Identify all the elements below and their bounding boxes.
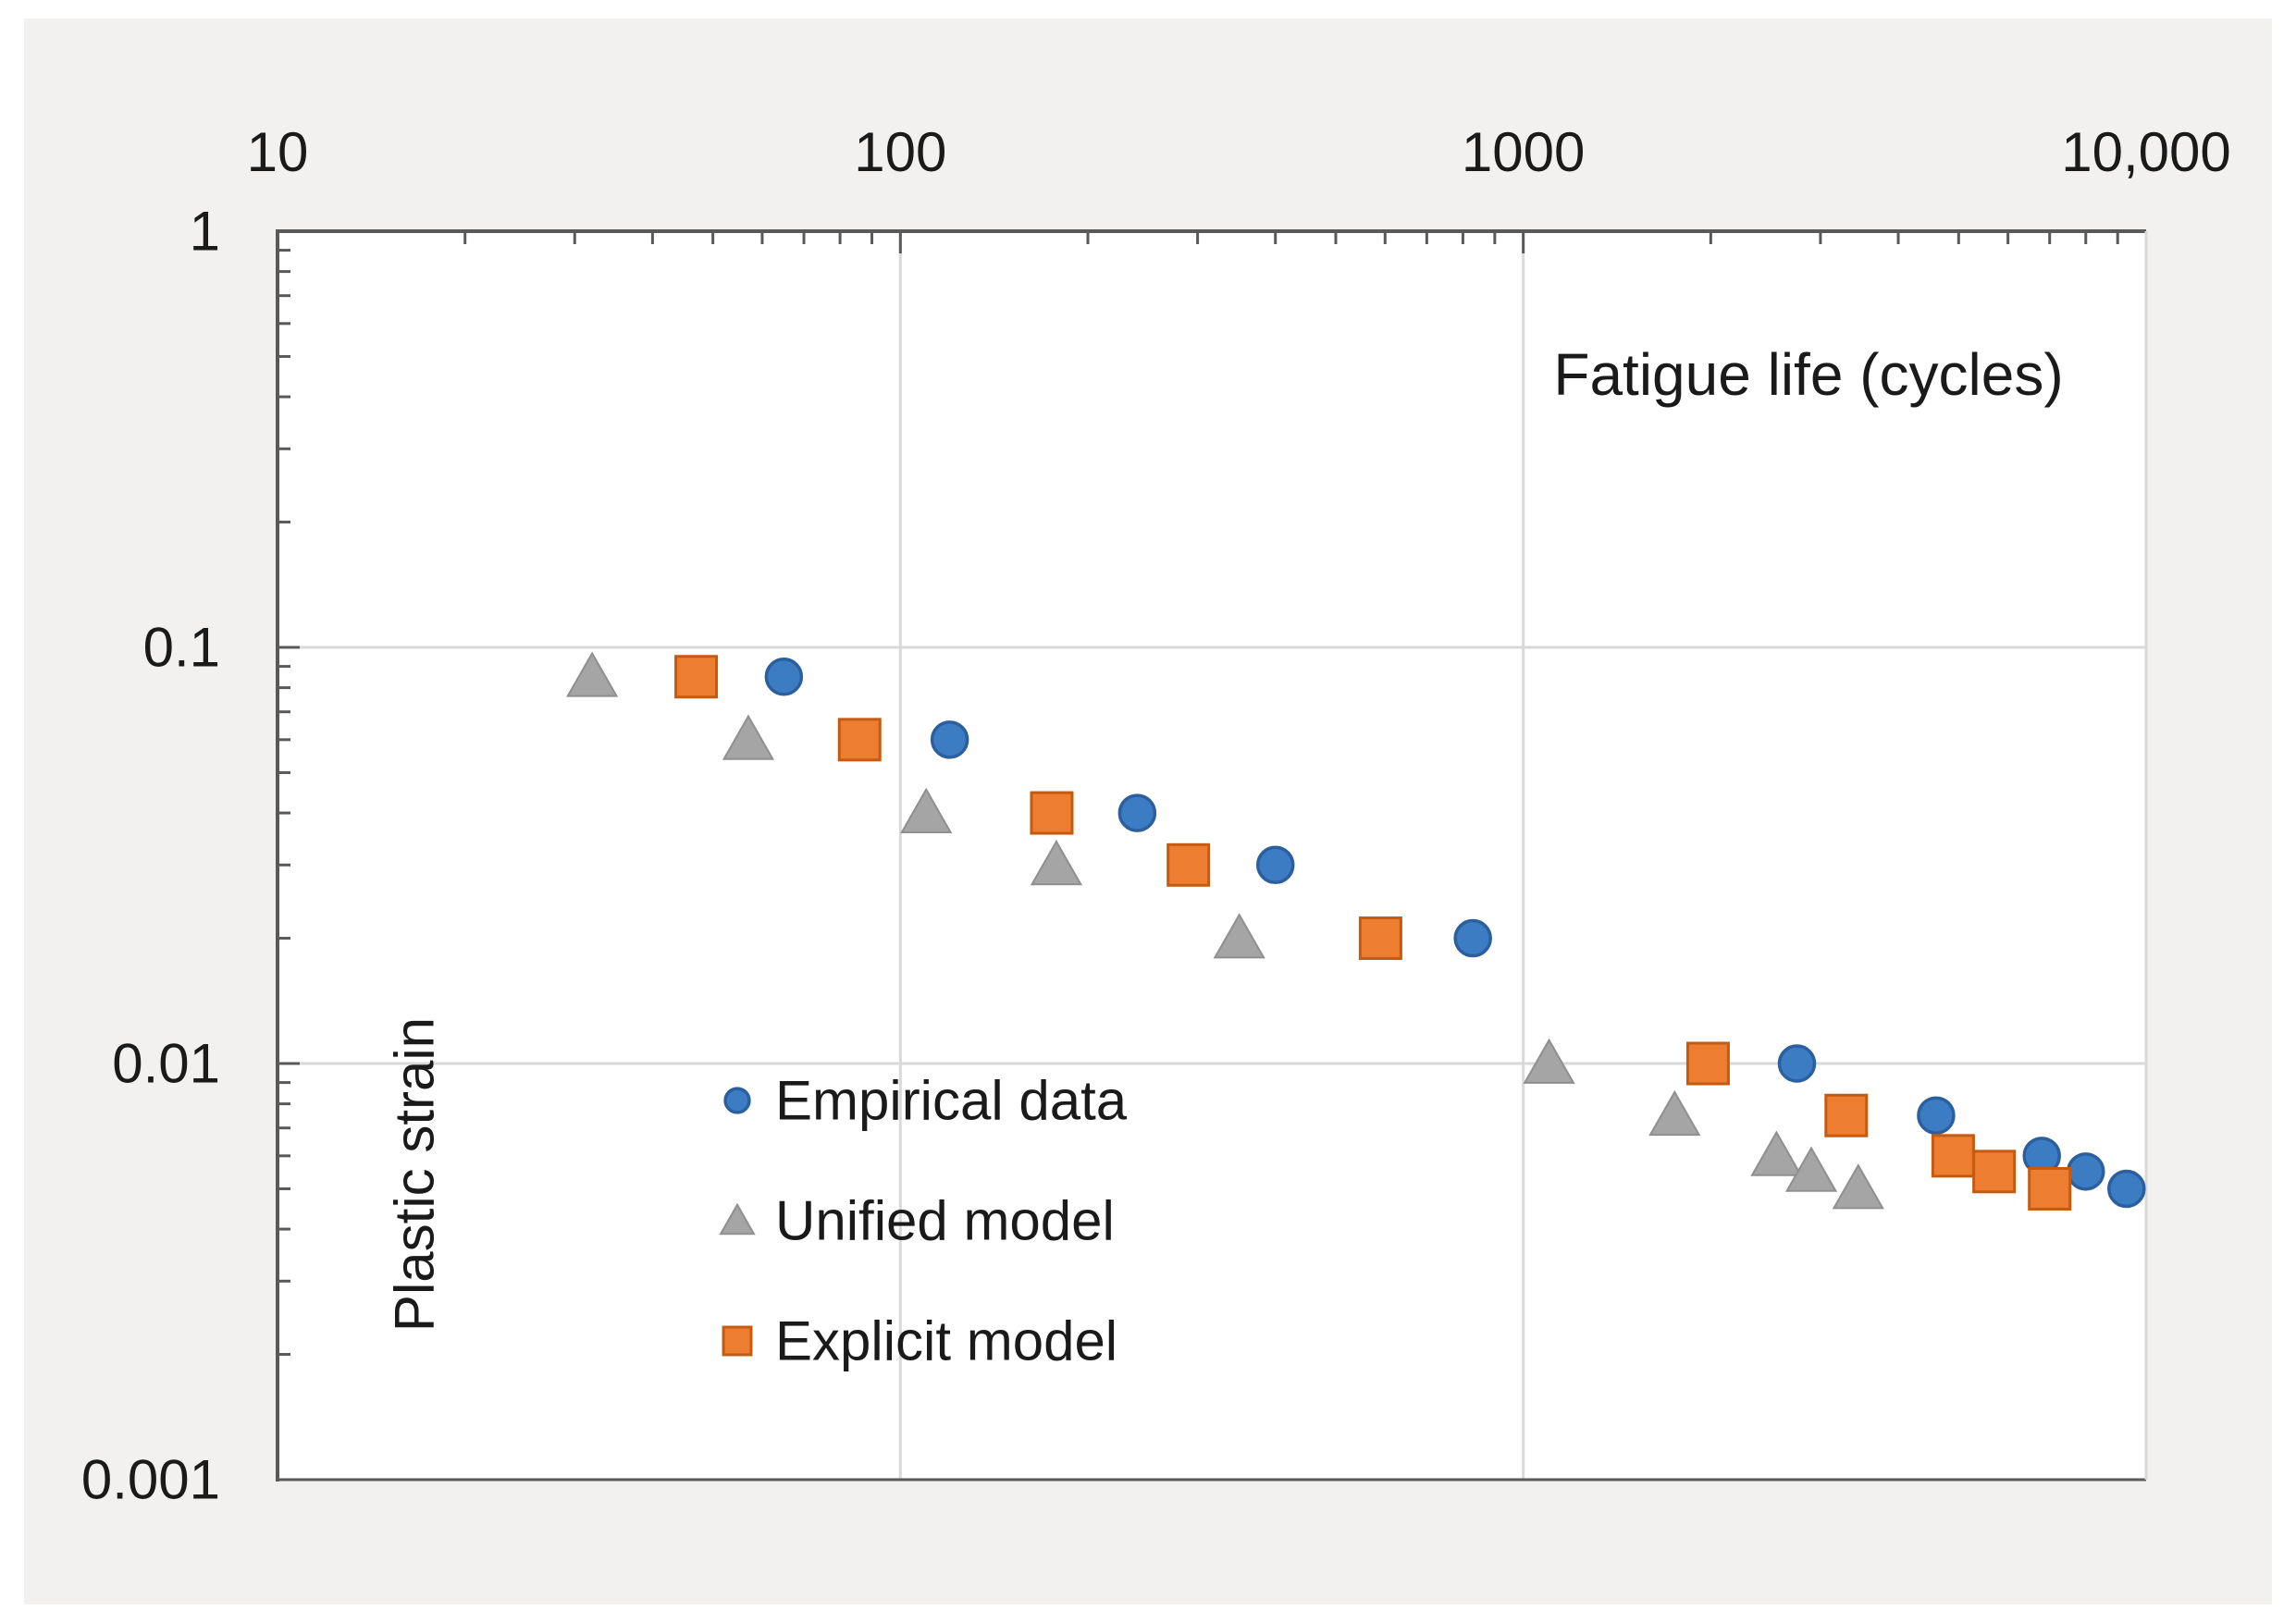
data-point-square xyxy=(1167,842,1211,887)
series-empirical-data xyxy=(764,658,2146,1209)
data-point-triangle xyxy=(1750,1130,1803,1176)
data-point-triangle xyxy=(566,651,619,697)
legend-label-explicit-model: Explicit model xyxy=(775,1310,1117,1372)
data-point-circle xyxy=(1255,845,1295,885)
data-point-square xyxy=(1972,1150,2017,1194)
data-point-triangle xyxy=(1213,913,1265,959)
data-point-square xyxy=(837,718,882,762)
data-point-circle xyxy=(930,720,969,759)
data-point-triangle xyxy=(722,714,775,760)
data-point-circle xyxy=(2107,1169,2146,1209)
data-point-triangle xyxy=(1030,839,1083,886)
plot-area xyxy=(278,231,2146,1480)
data-point-triangle xyxy=(1523,1038,1575,1084)
data-point-circle xyxy=(1117,793,1157,832)
y-tick-label: 0.001 xyxy=(81,1449,220,1511)
data-point-circle xyxy=(1917,1096,1956,1135)
data-point-square xyxy=(722,1325,753,1357)
data-point-square xyxy=(1030,791,1074,835)
x-tick-label: 10,000 xyxy=(2061,121,2231,183)
series-explicit-model xyxy=(674,655,2072,1211)
series-unified-model xyxy=(566,651,1884,1210)
tick-labels: 10 100 1000 10,000 1 0.1 0.01 0.001 xyxy=(81,121,2231,1511)
x-tick-label: 10 xyxy=(247,121,309,183)
legend-label-unified-model: Unified model xyxy=(775,1190,1115,1252)
data-point-circle xyxy=(1777,1044,1817,1083)
data-point-circle xyxy=(723,1087,751,1114)
y-tick-label: 0.01 xyxy=(112,1033,220,1095)
data-point-square xyxy=(1358,916,1402,961)
data-point-square xyxy=(1931,1134,1975,1178)
data-point-circle xyxy=(764,658,804,696)
axes xyxy=(276,229,2148,1482)
data-point-triangle xyxy=(1648,1089,1701,1137)
y-tick-label: 1 xyxy=(190,201,220,263)
data-point-triangle xyxy=(1784,1146,1838,1192)
x-axis-title: Fatigue life (cycles) xyxy=(1553,341,2063,408)
data-point-circle xyxy=(1453,918,1492,958)
x-tick-label: 1000 xyxy=(1462,121,1585,183)
y-axis-title: Plastic strain xyxy=(384,1017,446,1332)
legend-label-empirical-data: Empirical data xyxy=(775,1070,1128,1132)
data-point-square xyxy=(1824,1093,1869,1137)
data-point-triangle xyxy=(900,787,953,833)
x-tick-label: 100 xyxy=(854,121,946,183)
tick-marks xyxy=(278,231,2119,1357)
data-point-triangle xyxy=(1832,1163,1884,1210)
data-point-square xyxy=(1685,1041,1730,1086)
legend: Empirical data Unified model Explicit mode… xyxy=(719,1070,1128,1372)
data-point-square xyxy=(674,655,719,699)
data-point-circle xyxy=(2066,1152,2105,1191)
data-point-square xyxy=(2028,1166,2072,1211)
data-point-triangle xyxy=(719,1202,756,1236)
y-tick-label: 0.1 xyxy=(143,617,220,679)
